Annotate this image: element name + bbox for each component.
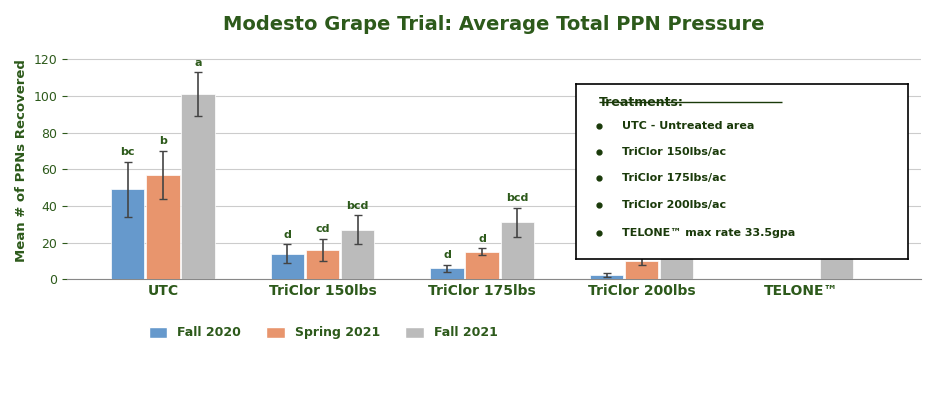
Bar <box>306 250 339 279</box>
Bar <box>465 252 499 279</box>
Bar <box>182 94 214 279</box>
Text: bcd: bcd <box>506 193 529 203</box>
Title: Modesto Grape Trial: Average Total PPN Pressure: Modesto Grape Trial: Average Total PPN P… <box>224 15 765 34</box>
Bar <box>501 222 534 279</box>
Y-axis label: Mean # of PPNs Recovered: Mean # of PPNs Recovered <box>15 59 28 262</box>
Text: Treatments:: Treatments: <box>599 96 684 109</box>
Text: a: a <box>195 58 202 68</box>
Bar <box>271 254 304 279</box>
Text: TELONE™ max rate 33.5gpa: TELONE™ max rate 33.5gpa <box>622 228 796 238</box>
Bar <box>341 230 374 279</box>
Text: bcd: bcd <box>346 201 369 211</box>
Text: bc: bc <box>121 148 135 158</box>
Text: d: d <box>443 250 451 260</box>
Text: TriClor 200lbs/ac: TriClor 200lbs/ac <box>622 200 726 210</box>
Text: d: d <box>478 234 486 244</box>
Bar <box>660 252 694 279</box>
Bar <box>590 275 623 279</box>
Text: TriClor 150lbs/ac: TriClor 150lbs/ac <box>622 147 726 157</box>
Text: d: d <box>284 230 291 240</box>
Bar <box>431 268 463 279</box>
Bar <box>625 261 658 279</box>
Text: TriClor 175lbs/ac: TriClor 175lbs/ac <box>622 173 726 184</box>
Bar <box>146 175 180 279</box>
Text: d: d <box>699 219 709 232</box>
Text: b: b <box>159 136 167 146</box>
Bar <box>111 189 144 279</box>
Legend: Fall 2020, Spring 2021, Fall 2021: Fall 2020, Spring 2021, Fall 2021 <box>144 321 503 344</box>
Text: UTC - Untreated area: UTC - Untreated area <box>622 121 754 131</box>
Text: cd: cd <box>315 224 329 234</box>
Bar <box>820 252 853 279</box>
